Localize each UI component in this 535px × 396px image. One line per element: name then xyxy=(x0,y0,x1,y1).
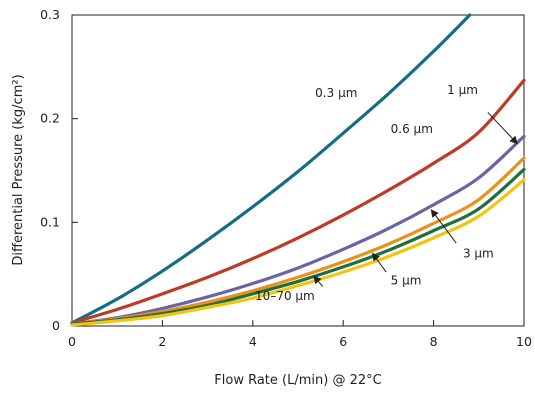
annotation-arrow xyxy=(371,252,387,273)
series-line-0-6-m xyxy=(70,78,526,325)
annotation-label: 5 µm xyxy=(391,274,422,288)
annotation-label: 1 µm xyxy=(447,83,478,97)
y-axis-label: Differential Pressure (kg/cm²) xyxy=(11,74,26,265)
annotation-arrow xyxy=(430,209,457,244)
annotation-label: 0.6 µm xyxy=(391,122,433,136)
x-tick-label: 8 xyxy=(430,334,438,349)
x-tick-label: 0 xyxy=(68,334,76,349)
x-axis-label: Flow Rate (L/min) @ 22°C xyxy=(214,373,381,388)
series-line-3-m xyxy=(70,156,526,326)
x-tick-label: 6 xyxy=(339,334,347,349)
series-line-5-m xyxy=(70,167,526,326)
x-tick-label: 4 xyxy=(249,334,257,349)
annotation-label: 3 µm xyxy=(463,247,494,261)
annotation-arrow xyxy=(313,275,324,287)
axis-ticks: 0 2 4 6 8 10 0 0.1 0.2 0.3 xyxy=(40,7,532,349)
annotation-label: 0.3 µm xyxy=(315,86,357,100)
series-line-0-3-m xyxy=(70,13,472,325)
y-tick-label: 0.1 xyxy=(40,214,60,229)
y-tick-label: 0 xyxy=(52,318,60,333)
y-tick-label: 0.2 xyxy=(40,111,60,126)
annotation-label: 10–70 µm xyxy=(255,289,315,303)
x-tick-label: 10 xyxy=(516,334,532,349)
annotation-arrow xyxy=(487,112,518,145)
series-line-10-70-m xyxy=(70,178,526,327)
series-line-1-m xyxy=(70,134,526,326)
series-annotations: 0.3 µm 0.6 µm 1 µm 3 µm 5 µm 10–70 µm xyxy=(255,83,518,303)
series-lines xyxy=(70,13,526,327)
x-tick-label: 2 xyxy=(158,334,166,349)
y-tick-label: 0.3 xyxy=(40,7,60,22)
